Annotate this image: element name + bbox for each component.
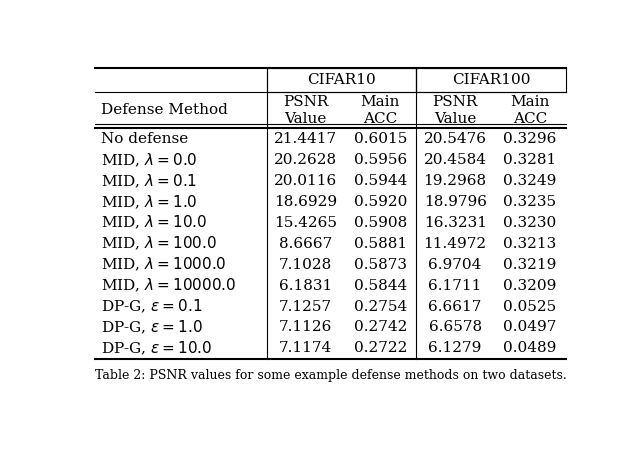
Text: MID, $\lambda = 10.0$: MID, $\lambda = 10.0$ (101, 214, 207, 231)
Text: 7.1174: 7.1174 (279, 342, 332, 356)
Text: 7.1257: 7.1257 (279, 300, 332, 314)
Text: PSNR
Value: PSNR Value (283, 94, 328, 126)
Text: 20.0116: 20.0116 (274, 174, 337, 188)
Text: 0.5920: 0.5920 (354, 195, 407, 209)
Text: 18.9796: 18.9796 (424, 195, 486, 209)
Text: 19.2968: 19.2968 (424, 174, 486, 188)
Text: 0.3249: 0.3249 (503, 174, 557, 188)
Text: MID, $\lambda = 100.0$: MID, $\lambda = 100.0$ (101, 235, 217, 252)
Text: 0.3296: 0.3296 (503, 132, 557, 146)
Text: 0.2722: 0.2722 (354, 342, 407, 356)
Text: 6.1711: 6.1711 (428, 279, 482, 292)
Text: 0.5844: 0.5844 (354, 279, 407, 292)
Text: Table 2: PSNR values for some example defense methods on two datasets.: Table 2: PSNR values for some example de… (95, 369, 566, 382)
Text: 0.3209: 0.3209 (503, 279, 557, 292)
Text: 6.1831: 6.1831 (279, 279, 332, 292)
Text: DP-G, $\epsilon = 1.0$: DP-G, $\epsilon = 1.0$ (101, 319, 202, 336)
Text: 18.6929: 18.6929 (274, 195, 337, 209)
Text: 11.4972: 11.4972 (424, 237, 486, 251)
Text: 0.0525: 0.0525 (503, 300, 557, 314)
Text: MID, $\lambda = 0.0$: MID, $\lambda = 0.0$ (101, 151, 197, 169)
Text: 0.3230: 0.3230 (503, 216, 557, 230)
Text: 0.5956: 0.5956 (354, 153, 407, 167)
Text: 0.5881: 0.5881 (354, 237, 407, 251)
Text: Main
ACC: Main ACC (361, 94, 400, 126)
Text: 0.3281: 0.3281 (503, 153, 557, 167)
Text: No defense: No defense (101, 132, 188, 146)
Text: MID, $\lambda = 10000.0$: MID, $\lambda = 10000.0$ (101, 277, 236, 294)
Text: 0.3213: 0.3213 (503, 237, 557, 251)
Text: 6.6578: 6.6578 (429, 320, 482, 334)
Text: 0.0497: 0.0497 (503, 320, 557, 334)
Text: 6.6617: 6.6617 (428, 300, 482, 314)
Text: 20.2628: 20.2628 (274, 153, 337, 167)
Text: 0.2754: 0.2754 (354, 300, 407, 314)
Text: DP-G, $\epsilon = 0.1$: DP-G, $\epsilon = 0.1$ (101, 298, 202, 315)
Text: 20.4584: 20.4584 (424, 153, 486, 167)
Text: Main
ACC: Main ACC (510, 94, 550, 126)
Text: 8.6667: 8.6667 (279, 237, 332, 251)
Text: 20.5476: 20.5476 (424, 132, 486, 146)
Text: MID, $\lambda = 1.0$: MID, $\lambda = 1.0$ (101, 193, 197, 211)
Text: 0.5873: 0.5873 (354, 258, 407, 272)
Text: PSNR
Value: PSNR Value (433, 94, 478, 126)
Text: 0.0489: 0.0489 (503, 342, 557, 356)
Text: MID, $\lambda = 0.1$: MID, $\lambda = 0.1$ (101, 172, 197, 189)
Text: 21.4417: 21.4417 (274, 132, 337, 146)
Text: 15.4265: 15.4265 (274, 216, 337, 230)
Text: DP-G, $\epsilon = 10.0$: DP-G, $\epsilon = 10.0$ (101, 340, 212, 357)
Text: 0.3219: 0.3219 (503, 258, 557, 272)
Text: 0.2742: 0.2742 (354, 320, 407, 334)
Text: CIFAR100: CIFAR100 (452, 73, 531, 87)
Text: MID, $\lambda = 1000.0$: MID, $\lambda = 1000.0$ (101, 256, 227, 273)
Text: 0.5908: 0.5908 (354, 216, 407, 230)
Text: CIFAR10: CIFAR10 (307, 73, 376, 87)
Text: 6.9704: 6.9704 (428, 258, 482, 272)
Text: 0.6015: 0.6015 (354, 132, 407, 146)
Text: 7.1126: 7.1126 (279, 320, 332, 334)
Text: 7.1028: 7.1028 (279, 258, 332, 272)
Text: 0.3235: 0.3235 (504, 195, 557, 209)
Text: 0.5944: 0.5944 (354, 174, 407, 188)
Text: 6.1279: 6.1279 (428, 342, 482, 356)
Text: Defense Method: Defense Method (101, 104, 228, 117)
Text: 16.3231: 16.3231 (424, 216, 486, 230)
